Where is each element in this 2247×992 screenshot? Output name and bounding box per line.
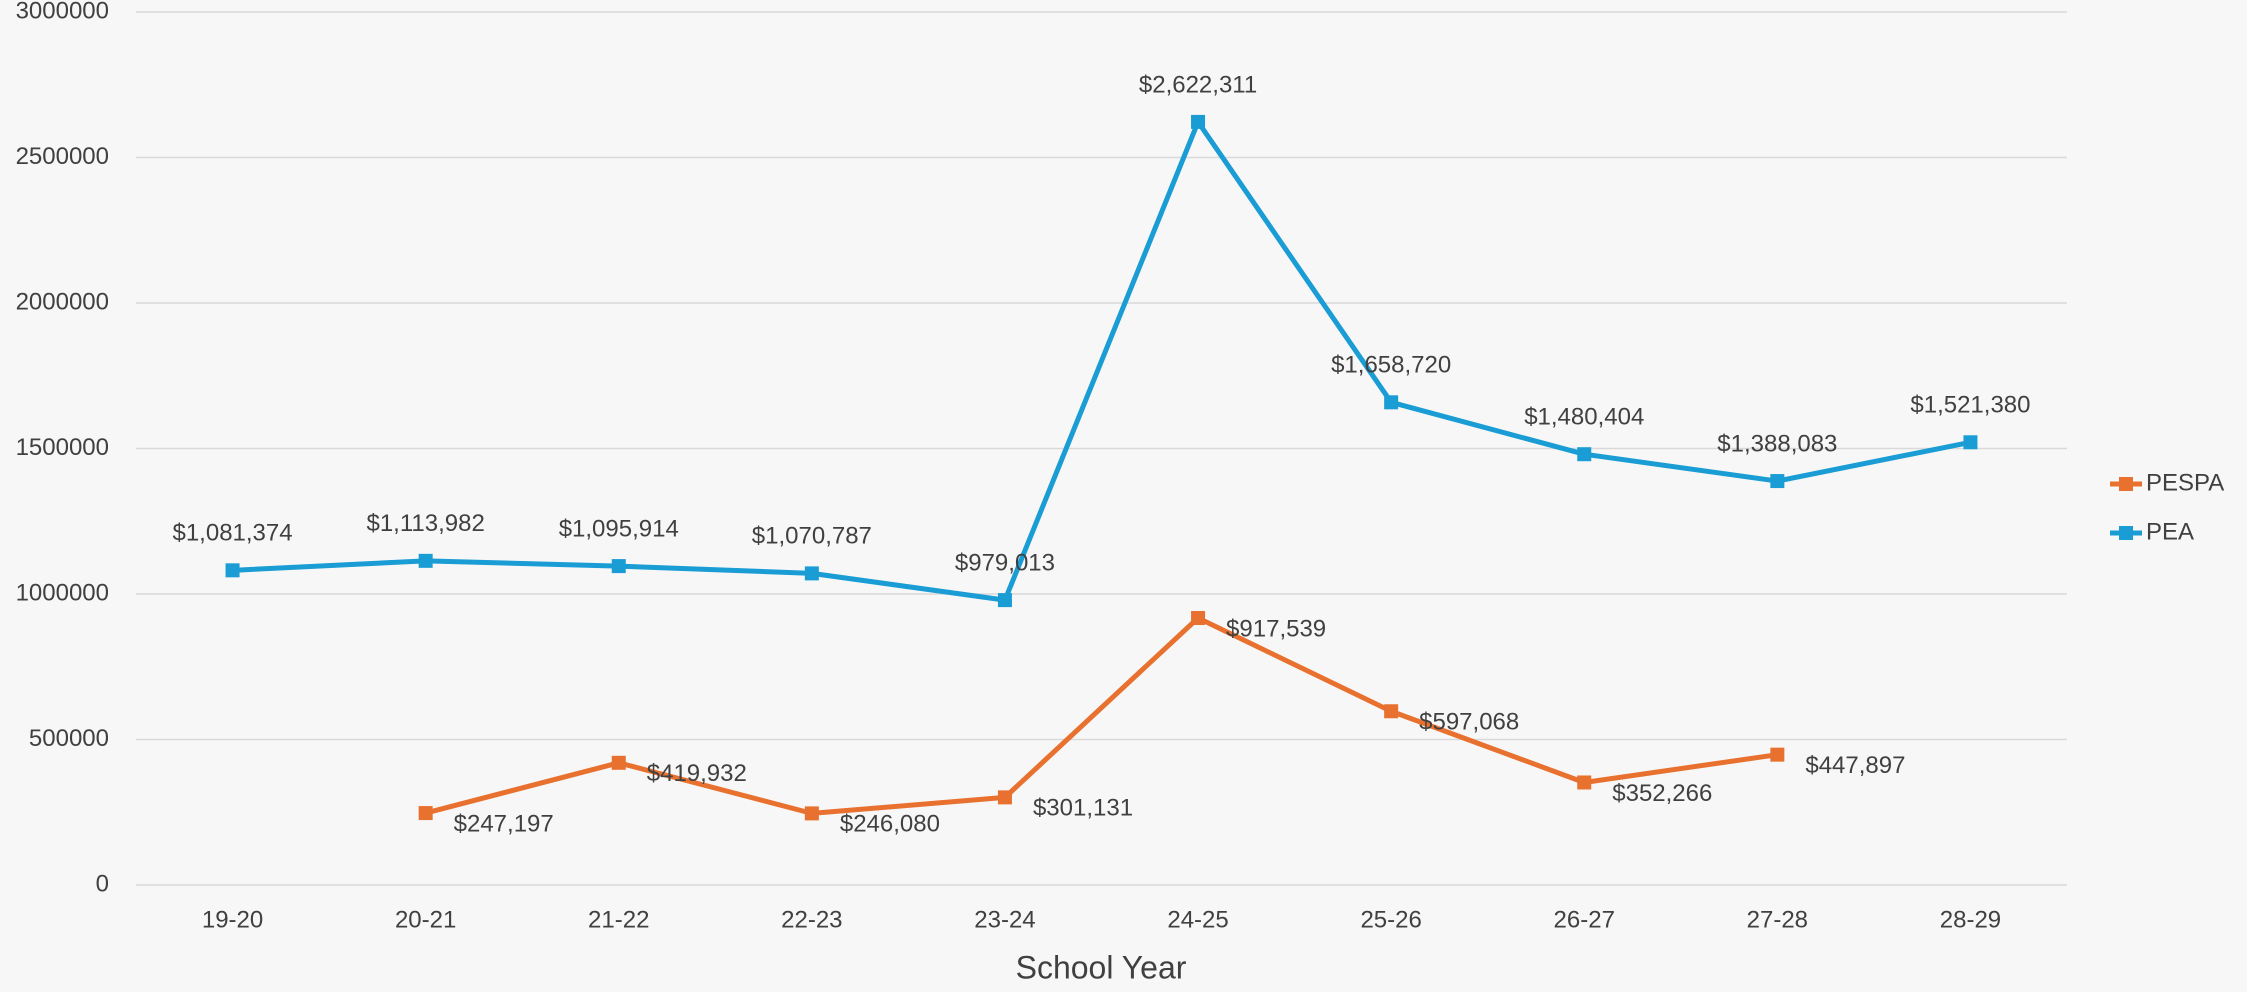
marker bbox=[1384, 704, 1399, 719]
y-tick-label: 500000 bbox=[29, 725, 109, 752]
x-tick-label: 28-29 bbox=[1940, 906, 2001, 933]
data-label: $1,658,720 bbox=[1331, 352, 1451, 379]
data-label: $447,897 bbox=[1805, 752, 1905, 779]
x-tick-label: 23-24 bbox=[974, 906, 1035, 933]
x-tick-label: 25-26 bbox=[1360, 906, 1421, 933]
marker bbox=[1577, 447, 1592, 462]
marker bbox=[997, 593, 1012, 608]
x-tick-label: 27-28 bbox=[1747, 906, 1808, 933]
data-label: $419,932 bbox=[647, 760, 747, 787]
marker bbox=[1577, 775, 1592, 790]
legend-marker bbox=[2119, 526, 2133, 540]
y-tick-label: 0 bbox=[96, 870, 109, 897]
x-tick-label: 21-22 bbox=[588, 906, 649, 933]
marker bbox=[804, 806, 819, 821]
data-label: $1,388,083 bbox=[1717, 430, 1837, 457]
y-tick-label: 1000000 bbox=[16, 579, 109, 606]
data-label: $1,521,380 bbox=[1910, 392, 2030, 419]
marker bbox=[225, 563, 240, 578]
data-label: $2,622,311 bbox=[1139, 71, 1257, 98]
data-label: $352,266 bbox=[1612, 780, 1712, 807]
x-tick-label: 20-21 bbox=[395, 906, 456, 933]
x-tick-label: 22-23 bbox=[781, 906, 842, 933]
data-label: $246,080 bbox=[840, 811, 940, 838]
data-label: $247,197 bbox=[454, 810, 554, 837]
data-label: $979,013 bbox=[955, 549, 1055, 576]
x-tick-label: 26-27 bbox=[1554, 906, 1615, 933]
marker bbox=[611, 755, 626, 770]
marker bbox=[1770, 747, 1785, 762]
data-label: $301,131 bbox=[1033, 795, 1133, 822]
marker bbox=[804, 566, 819, 581]
marker bbox=[418, 806, 433, 821]
data-label: $917,539 bbox=[1226, 615, 1326, 642]
y-tick-label: 2500000 bbox=[16, 143, 109, 170]
data-label: $1,081,374 bbox=[172, 520, 292, 547]
marker bbox=[418, 553, 433, 568]
data-label: $1,480,404 bbox=[1524, 404, 1644, 431]
marker bbox=[1191, 610, 1206, 625]
data-label: $1,070,787 bbox=[752, 523, 872, 550]
legend-label: PESPA bbox=[2146, 469, 2224, 496]
series-line bbox=[232, 119, 1971, 603]
y-tick-label: 2000000 bbox=[16, 288, 109, 315]
marker bbox=[997, 790, 1012, 805]
data-label: $1,113,982 bbox=[366, 510, 484, 537]
data-label: $597,068 bbox=[1419, 709, 1519, 736]
marker bbox=[1770, 474, 1785, 489]
series-line bbox=[425, 615, 1778, 816]
x-tick-label: 19-20 bbox=[202, 906, 263, 933]
marker bbox=[611, 559, 626, 574]
legend-marker bbox=[2119, 477, 2133, 491]
y-tick-label: 3000000 bbox=[16, 0, 109, 24]
legend-label: PEA bbox=[2146, 518, 2194, 545]
x-axis-title: School Year bbox=[1016, 949, 1187, 985]
marker bbox=[1384, 395, 1399, 410]
data-label: $1,095,914 bbox=[559, 515, 679, 542]
y-tick-label: 1500000 bbox=[16, 434, 109, 461]
marker bbox=[1191, 114, 1206, 129]
marker bbox=[1963, 435, 1978, 450]
x-tick-label: 24-25 bbox=[1167, 906, 1228, 933]
